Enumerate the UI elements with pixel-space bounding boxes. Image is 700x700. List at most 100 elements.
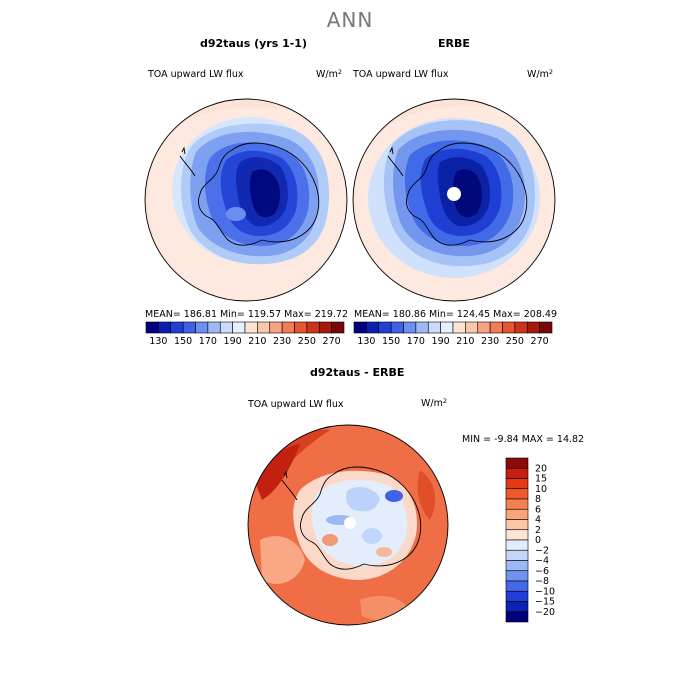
colorbar-level-label: −15	[535, 597, 555, 608]
colorbar-swatch	[306, 321, 320, 334]
colorbar-level-label: −2	[535, 545, 549, 556]
colorbar-swatch	[505, 580, 529, 592]
panel1-stats: MEAN= 186.81 Min= 119.57 Max= 219.72	[145, 309, 349, 320]
colorbar-tick-label: 210	[248, 336, 266, 347]
colorbar-swatch	[465, 321, 479, 334]
colorbar-tick-label: 230	[481, 336, 499, 347]
colorbar-tick-label: 190	[432, 336, 450, 347]
diff-variable: TOA upward LW flux	[248, 399, 344, 410]
colorbar-swatch	[505, 498, 529, 510]
panel2-map	[352, 98, 556, 302]
diff-unit: W/m2	[421, 397, 447, 409]
colorbar-swatch	[452, 321, 466, 334]
colorbar-swatch	[415, 321, 429, 334]
colorbar-level-label: −6	[535, 566, 549, 577]
colorbar-swatch	[269, 321, 283, 334]
colorbar-tick-label: 270	[531, 336, 549, 347]
colorbar-tick-label: 230	[273, 336, 291, 347]
panel1-variable: TOA upward LW flux	[148, 69, 244, 80]
colorbar-tick-label: 270	[323, 336, 341, 347]
colorbar-level-label: 0	[535, 535, 541, 546]
colorbar-swatch	[195, 321, 209, 334]
colorbar-swatch	[505, 539, 529, 551]
colorbar-level-label: −20	[535, 607, 555, 618]
colorbar-level-label: 4	[535, 515, 541, 526]
colorbar-swatch	[489, 321, 503, 334]
colorbar-swatch	[505, 519, 529, 531]
colorbar-swatch	[526, 321, 540, 334]
colorbar-swatch	[403, 321, 417, 334]
colorbar-swatch	[505, 457, 529, 469]
colorbar-swatch	[390, 321, 404, 334]
panel2-variable: TOA upward LW flux	[353, 69, 449, 80]
colorbar-swatch	[366, 321, 380, 334]
colorbar-swatch	[427, 321, 441, 334]
colorbar-swatch	[145, 321, 159, 334]
colorbar-tick-label: 150	[174, 336, 192, 347]
colorbar-tick-label: 170	[407, 336, 425, 347]
colorbar-swatch	[170, 321, 184, 334]
colorbar-swatch	[158, 321, 172, 334]
colorbar-swatch	[207, 321, 221, 334]
colorbar-tick-label: 190	[224, 336, 242, 347]
colorbar-swatch	[219, 321, 233, 334]
panel2-stats: MEAN= 180.86 Min= 124.45 Max= 208.49	[354, 309, 558, 320]
panel2-colorbar: 130 150 170 190 210 230 250 270	[353, 321, 553, 347]
colorbar-level-label: 8	[535, 494, 541, 505]
colorbar-swatch	[331, 321, 345, 334]
diff-title: d92taus - ERBE	[310, 366, 405, 379]
colorbar-swatch	[502, 321, 516, 334]
colorbar-swatch	[505, 488, 529, 500]
colorbar-swatch	[505, 611, 529, 623]
colorbar-level-label: 2	[535, 525, 541, 536]
panel2-title: ERBE	[438, 37, 470, 50]
page-title: ANN	[326, 8, 374, 32]
colorbar-tick-label: 150	[382, 336, 400, 347]
colorbar-swatch	[505, 478, 529, 490]
colorbar-swatch	[539, 321, 553, 334]
colorbar-swatch	[232, 321, 246, 334]
colorbar-tick-label: 130	[149, 336, 167, 347]
colorbar-swatch	[244, 321, 258, 334]
colorbar-level-label: −10	[535, 586, 555, 597]
colorbar-level-label: −8	[535, 576, 549, 587]
colorbar-swatch	[378, 321, 392, 334]
colorbar-swatch	[505, 529, 529, 541]
colorbar-swatch	[477, 321, 491, 334]
panel1-unit: W/m2	[316, 68, 342, 80]
diff-map	[247, 424, 449, 626]
colorbar-swatch	[505, 467, 529, 479]
colorbar-swatch	[505, 570, 529, 582]
colorbar-tick-label: 250	[298, 336, 316, 347]
panel1-map	[144, 98, 348, 302]
colorbar-level-label: −4	[535, 556, 549, 567]
colorbar-swatch	[514, 321, 528, 334]
diff-min-max: MIN = -9.84 MAX = 14.82	[462, 434, 585, 445]
colorbar-swatch	[505, 508, 529, 520]
colorbar-swatch	[505, 549, 529, 561]
colorbar-swatch	[505, 560, 529, 572]
colorbar-swatch	[318, 321, 332, 334]
colorbar-swatch	[440, 321, 454, 334]
panel2-unit: W/m2	[527, 68, 553, 80]
colorbar-swatch	[257, 321, 271, 334]
colorbar-tick-label: 130	[357, 336, 375, 347]
colorbar-level-label: 20	[535, 463, 547, 474]
colorbar-level-label: 15	[535, 474, 547, 485]
colorbar-swatch	[353, 321, 367, 334]
colorbar-swatch	[505, 601, 529, 613]
panel1-title: d92taus (yrs 1-1)	[200, 37, 307, 50]
colorbar-tick-label: 250	[506, 336, 524, 347]
colorbar-tick-label: 210	[456, 336, 474, 347]
colorbar-swatch	[505, 590, 529, 602]
colorbar-tick-label: 170	[199, 336, 217, 347]
colorbar-swatch	[294, 321, 308, 334]
colorbar-level-label: 10	[535, 484, 547, 495]
colorbar-level-label: 6	[535, 504, 541, 515]
colorbar-swatch	[281, 321, 295, 334]
colorbar-swatch	[182, 321, 196, 334]
panel1-colorbar: 130 150 170 190 210 230 250 270	[145, 321, 345, 347]
